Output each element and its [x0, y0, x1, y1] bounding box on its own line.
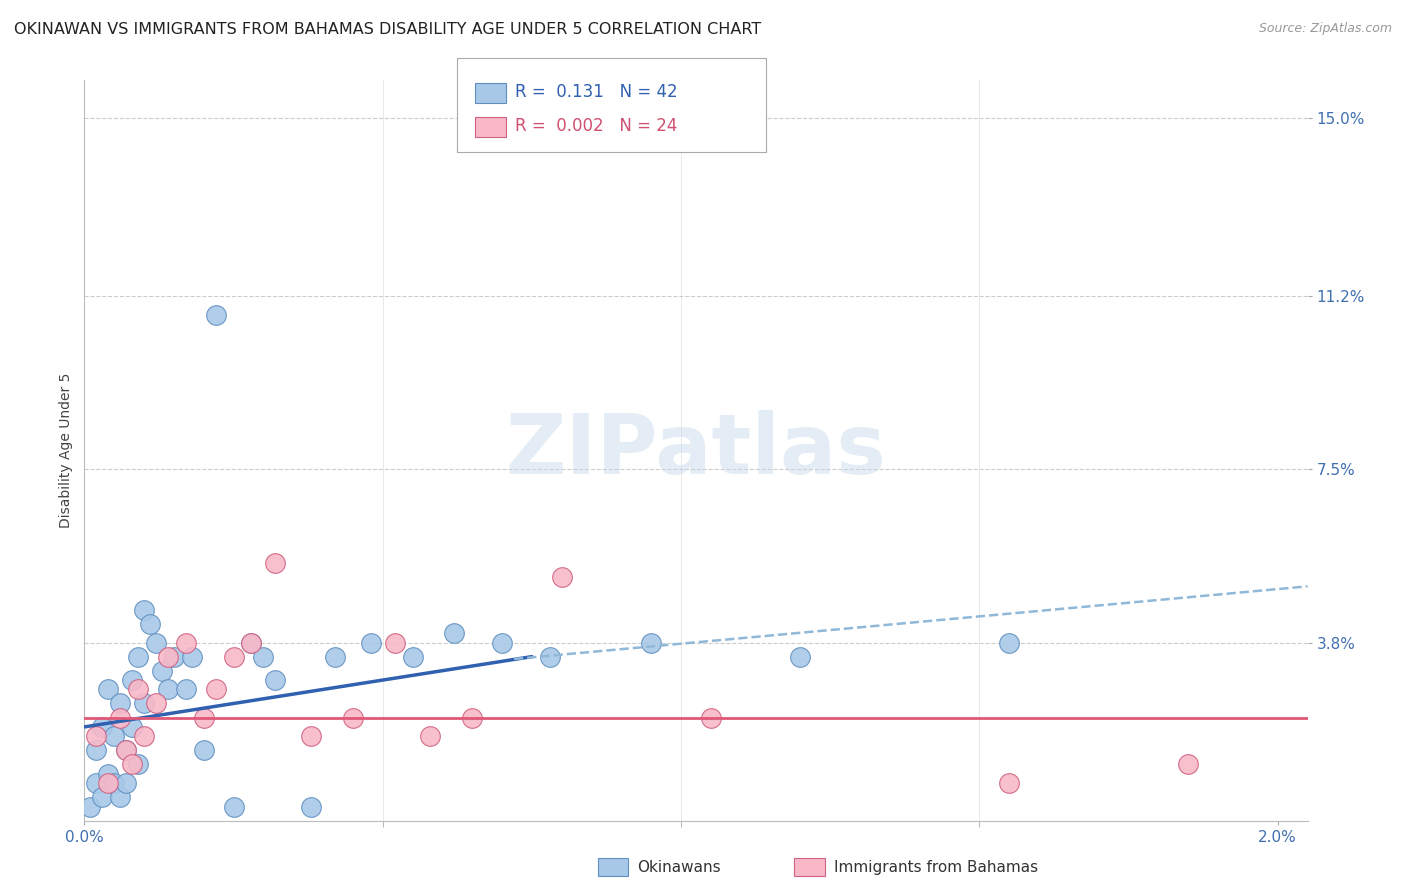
- Text: Okinawans: Okinawans: [637, 861, 720, 875]
- Point: [204, 308, 226, 322]
- Y-axis label: Disability Age Under 5: Disability Age Under 5: [59, 373, 73, 528]
- Point: [121, 757, 143, 772]
- Point: [115, 743, 138, 757]
- Point: [150, 664, 173, 678]
- Point: [491, 635, 513, 649]
- Point: [461, 710, 484, 724]
- Point: [121, 673, 143, 687]
- Point: [401, 649, 423, 664]
- Point: [103, 776, 125, 790]
- Text: Source: ZipAtlas.com: Source: ZipAtlas.com: [1258, 22, 1392, 36]
- Point: [222, 799, 245, 814]
- Point: [132, 697, 155, 711]
- Point: [108, 697, 131, 711]
- Point: [193, 743, 215, 757]
- Point: [252, 649, 274, 664]
- Point: [700, 710, 723, 724]
- Point: [264, 673, 287, 687]
- Text: ZIPatlas: ZIPatlas: [506, 410, 886, 491]
- Point: [139, 616, 162, 631]
- Point: [132, 603, 155, 617]
- Point: [84, 743, 107, 757]
- Point: [264, 556, 287, 570]
- Point: [789, 649, 811, 664]
- Point: [360, 635, 382, 649]
- Point: [145, 635, 167, 649]
- Point: [91, 790, 114, 805]
- Point: [640, 635, 662, 649]
- Point: [443, 626, 465, 640]
- Point: [299, 799, 322, 814]
- Text: OKINAWAN VS IMMIGRANTS FROM BAHAMAS DISABILITY AGE UNDER 5 CORRELATION CHART: OKINAWAN VS IMMIGRANTS FROM BAHAMAS DISA…: [14, 22, 761, 37]
- Text: R =  0.131   N = 42: R = 0.131 N = 42: [515, 83, 678, 101]
- Point: [299, 729, 322, 743]
- Point: [1177, 757, 1199, 772]
- Point: [193, 710, 215, 724]
- Point: [127, 757, 149, 772]
- Point: [91, 720, 114, 734]
- Point: [240, 635, 263, 649]
- Point: [156, 682, 179, 697]
- Point: [998, 635, 1021, 649]
- Point: [84, 729, 107, 743]
- Point: [551, 570, 574, 584]
- Point: [97, 682, 120, 697]
- Point: [998, 776, 1021, 790]
- Point: [204, 682, 226, 697]
- Point: [84, 776, 107, 790]
- Point: [384, 635, 406, 649]
- Text: R =  0.002   N = 24: R = 0.002 N = 24: [515, 117, 676, 135]
- Point: [323, 649, 346, 664]
- Point: [174, 682, 197, 697]
- Point: [127, 682, 149, 697]
- Point: [342, 710, 364, 724]
- Point: [127, 649, 149, 664]
- Point: [222, 649, 245, 664]
- Point: [240, 635, 263, 649]
- Text: Immigrants from Bahamas: Immigrants from Bahamas: [834, 861, 1038, 875]
- Point: [180, 649, 202, 664]
- Point: [121, 720, 143, 734]
- Point: [103, 729, 125, 743]
- Point: [132, 729, 155, 743]
- Point: [97, 766, 120, 780]
- Point: [163, 649, 186, 664]
- Point: [156, 649, 179, 664]
- Point: [79, 799, 101, 814]
- Point: [108, 710, 131, 724]
- Point: [115, 743, 138, 757]
- Point: [419, 729, 441, 743]
- Point: [97, 776, 120, 790]
- Point: [145, 697, 167, 711]
- Point: [174, 635, 197, 649]
- Point: [108, 790, 131, 805]
- Point: [538, 649, 561, 664]
- Point: [115, 776, 138, 790]
